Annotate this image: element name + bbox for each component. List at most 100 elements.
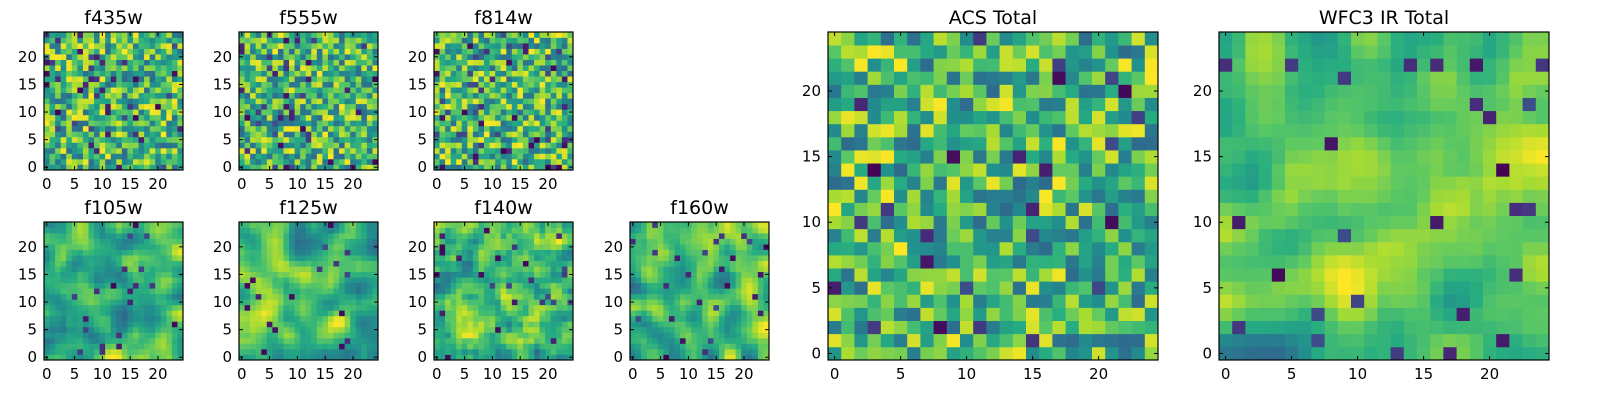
heatmap-cell — [277, 37, 284, 44]
heatmap-cell — [121, 233, 128, 239]
heatmap-cell — [361, 337, 368, 344]
heatmap-cell — [344, 43, 351, 49]
heatmap-cell — [49, 114, 56, 121]
y-tick-label: 0 — [613, 348, 623, 366]
heatmap-cell — [244, 354, 251, 361]
heatmap-cell — [144, 109, 150, 116]
heatmap-cell — [82, 37, 89, 44]
heatmap-cell — [88, 222, 95, 228]
heatmap-cell — [933, 268, 948, 282]
heatmap-cell — [713, 348, 720, 355]
heatmap-cell — [1065, 294, 1080, 308]
heatmap-cell — [495, 266, 502, 273]
heatmap-cell — [550, 142, 557, 149]
heatmap-cell — [867, 215, 882, 230]
heatmap-cell — [450, 65, 457, 71]
heatmap-cell — [149, 125, 156, 132]
heatmap-cell — [500, 304, 507, 311]
heatmap-cell — [105, 348, 112, 355]
heatmap-cell — [116, 288, 123, 295]
heatmap-cell — [1012, 346, 1027, 361]
heatmap-cell — [66, 103, 73, 110]
heatmap-cell — [294, 249, 301, 256]
heatmap-cell — [322, 59, 329, 66]
heatmap-cell — [355, 277, 362, 284]
heatmap-cell — [255, 109, 262, 116]
heatmap-cell — [920, 346, 934, 361]
heatmap-cell — [534, 299, 540, 306]
heatmap-cell — [77, 348, 84, 355]
heatmap-cell — [1065, 176, 1080, 190]
heatmap-cell — [322, 255, 329, 261]
heatmap-cell — [289, 43, 295, 49]
heatmap-cell — [461, 266, 468, 273]
heatmap-cell — [641, 282, 648, 289]
heatmap-cell — [244, 299, 251, 306]
heatmap-cell — [366, 255, 373, 261]
heatmap-cell — [82, 153, 89, 160]
heatmap-cell — [239, 70, 245, 77]
heatmap-cell — [144, 114, 150, 121]
heatmap-cell — [1078, 333, 1093, 348]
heatmap-cell — [322, 310, 329, 317]
heatmap-cell — [71, 326, 78, 333]
heatmap-cell — [305, 81, 312, 88]
heatmap-cell — [713, 233, 720, 239]
heatmap-cell — [344, 103, 351, 110]
heatmap-cell — [239, 315, 245, 322]
heatmap-cell — [94, 131, 100, 138]
heatmap-cell — [522, 76, 529, 83]
heatmap-cell — [500, 315, 507, 322]
heatmap-cell — [1026, 189, 1040, 203]
heatmap-cell — [127, 76, 134, 83]
heatmap-cell — [322, 249, 329, 256]
heatmap-cell — [439, 332, 446, 339]
heatmap-cell — [702, 343, 709, 350]
heatmap-cell — [277, 233, 284, 239]
heatmap-cell — [500, 81, 507, 88]
heatmap-cell — [445, 337, 452, 344]
heatmap-cell — [99, 244, 106, 250]
heatmap-cell — [472, 158, 479, 165]
heatmap-cell — [366, 114, 373, 121]
heatmap-cell — [1039, 241, 1053, 256]
heatmap-cell — [763, 348, 770, 355]
heatmap-cell — [138, 321, 145, 328]
heatmap-cell — [517, 255, 524, 261]
heatmap-cell — [283, 249, 290, 256]
heatmap-cell — [71, 255, 78, 261]
heatmap-cell — [567, 315, 574, 322]
heatmap-cell — [478, 92, 485, 99]
heatmap-cell — [461, 103, 468, 110]
heatmap-cell — [255, 120, 262, 127]
heatmap-cell — [144, 343, 150, 350]
heatmap-cell — [239, 348, 245, 355]
heatmap-cell — [244, 348, 251, 355]
heatmap-cell — [49, 92, 56, 99]
heatmap-cell — [960, 333, 974, 348]
heatmap-cell — [289, 158, 295, 165]
heatmap-cell — [707, 266, 714, 273]
heatmap-cell — [49, 244, 56, 250]
heatmap-cell — [702, 299, 709, 306]
heatmap-cell — [434, 260, 440, 267]
heatmap-cell — [94, 277, 100, 284]
heatmap-cell — [528, 109, 535, 116]
heatmap-cell — [60, 282, 67, 289]
heatmap-cell — [489, 249, 496, 256]
heatmap-cell — [350, 348, 357, 355]
heatmap-cell — [94, 227, 100, 234]
heatmap-cell — [652, 315, 659, 322]
heatmap-cell — [534, 288, 540, 295]
heatmap-cell — [973, 189, 987, 203]
heatmap-cell — [746, 271, 753, 278]
heatmap-cell — [467, 103, 474, 110]
heatmap-cell — [283, 136, 290, 143]
heatmap-cell — [361, 332, 368, 339]
heatmap-cell — [294, 109, 301, 116]
heatmap-cell — [283, 131, 290, 138]
heatmap-cell — [250, 164, 257, 171]
heatmap-cell — [907, 281, 921, 295]
heatmap-cell — [506, 153, 513, 160]
y-tick-label: 10 — [604, 293, 623, 311]
